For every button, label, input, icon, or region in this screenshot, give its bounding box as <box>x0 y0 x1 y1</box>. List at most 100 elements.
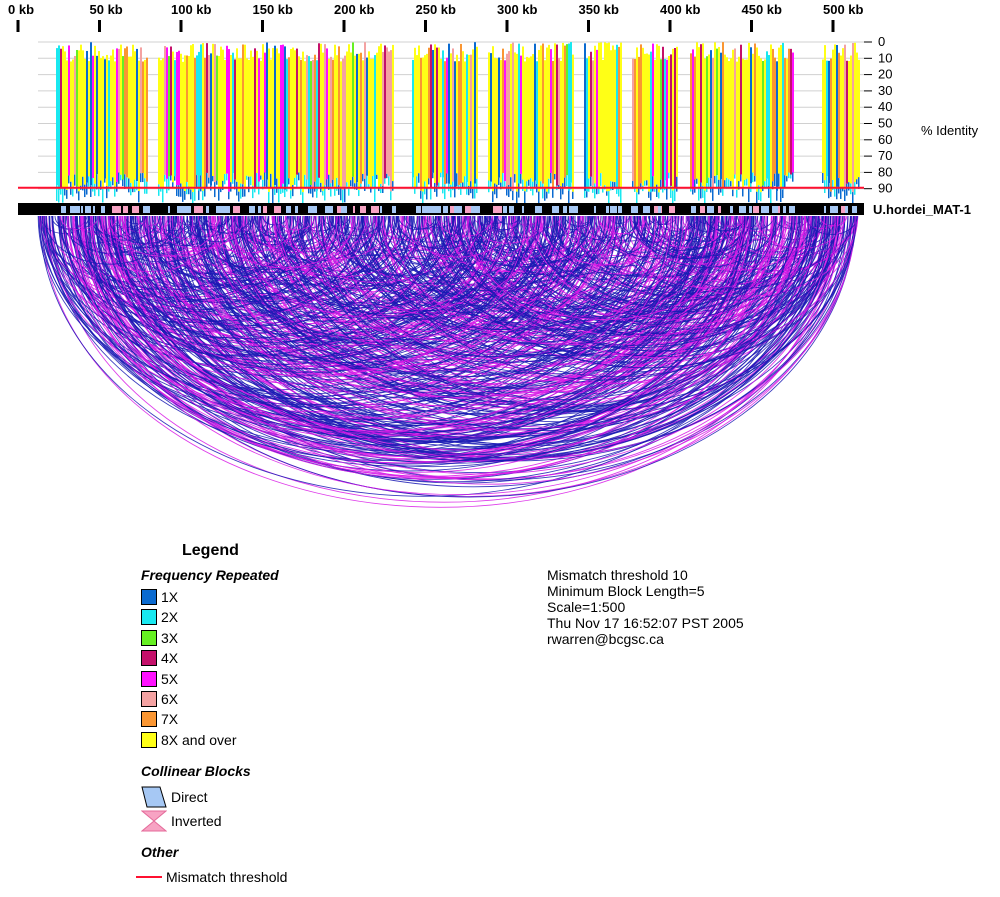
repeat-trace <box>780 188 782 203</box>
repeat-trace <box>504 181 506 187</box>
repeat-bar <box>192 44 194 193</box>
repeat-arc <box>434 215 617 283</box>
repeat-arc <box>60 215 164 254</box>
repeat-bar <box>532 54 534 182</box>
repeat-bar <box>538 49 540 192</box>
repeat-arc <box>85 215 506 369</box>
repeat-bar <box>772 48 774 182</box>
repeat-trace <box>472 188 474 199</box>
repeat-bar <box>340 61 342 187</box>
repeat-arc <box>489 215 615 262</box>
repeat-trace <box>172 182 174 188</box>
repeat-bar <box>664 59 666 181</box>
repeat-bar <box>278 53 280 189</box>
collinear-block <box>70 206 74 213</box>
repeat-trace <box>756 191 758 205</box>
repeat-bar <box>250 50 252 177</box>
repeat-trace <box>128 178 130 193</box>
repeat-trace <box>334 188 336 196</box>
repeat-trace <box>316 190 318 198</box>
repeat-trace <box>420 190 422 199</box>
repeat-bar <box>58 45 60 191</box>
repeat-arc <box>213 215 356 269</box>
repeat-arc <box>458 215 816 347</box>
repeat-bar <box>348 44 350 189</box>
repeat-bar <box>726 57 728 178</box>
repeat-arc <box>396 215 488 250</box>
repeat-bar <box>388 51 390 177</box>
repeat-trace <box>656 184 658 198</box>
repeat-bar <box>836 45 838 187</box>
repeat-bar <box>712 57 714 189</box>
repeat-trace <box>494 183 496 195</box>
repeat-trace <box>298 172 300 181</box>
repeat-bar <box>518 43 520 184</box>
repeat-trace <box>84 184 86 198</box>
collinear-block <box>772 206 778 213</box>
repeat-trace <box>616 189 618 194</box>
repeat-trace <box>784 175 786 188</box>
repeat-bar <box>616 44 618 190</box>
legend-frequency-item: 4X <box>141 649 178 667</box>
repeat-trace <box>192 192 194 206</box>
repeat-bar <box>750 47 752 184</box>
repeat-bar <box>310 61 312 185</box>
repeat-arc <box>221 215 741 406</box>
repeat-trace <box>94 183 96 196</box>
repeat-bar <box>144 59 146 179</box>
repeat-bar <box>784 57 786 176</box>
repeat-trace <box>242 184 244 197</box>
repeat-trace <box>670 185 672 198</box>
repeat-bar <box>546 47 548 192</box>
repeat-bar <box>420 57 422 191</box>
repeat-arc <box>611 215 810 289</box>
repeat-bar <box>316 60 318 191</box>
repeat-trace <box>572 191 574 199</box>
collinear-section-title: Collinear Blocks <box>141 763 251 779</box>
repeat-trace <box>256 173 258 189</box>
repeat-arc <box>321 215 774 381</box>
repeat-arc <box>197 215 300 253</box>
repeat-trace <box>366 175 368 189</box>
repeat-trace <box>318 177 320 189</box>
identity-tick-label: 70 <box>878 148 892 163</box>
repeat-arc <box>231 215 510 318</box>
repeat-trace <box>744 179 746 186</box>
repeat-bar <box>158 57 160 185</box>
repeat-arc <box>537 215 673 266</box>
legend-frequency-item: 7X <box>141 710 178 728</box>
repeat-bar <box>570 42 572 183</box>
collinear-block <box>610 206 617 213</box>
repeat-trace <box>850 183 852 195</box>
repeat-arc <box>84 215 698 440</box>
repeat-bar <box>552 60 554 188</box>
repeat-arc <box>240 215 487 306</box>
repeat-bar <box>98 51 100 189</box>
repeat-trace <box>502 172 504 188</box>
repeat-bar <box>782 42 784 190</box>
repeat-bar <box>132 44 134 188</box>
repeat-trace <box>96 174 98 190</box>
repeat-trace <box>368 184 370 189</box>
repeat-trace <box>436 185 438 197</box>
repeat-bar <box>280 44 282 189</box>
repeat-trace <box>110 181 112 190</box>
ruler-label: 350 kb <box>579 2 620 17</box>
repeat-bar <box>780 45 782 189</box>
repeat-bar <box>62 46 64 189</box>
repeat-trace <box>100 180 102 190</box>
repeat-trace <box>428 178 430 185</box>
repeat-trace <box>254 187 256 193</box>
repeat-bar <box>186 55 188 182</box>
repeat-bar <box>558 58 560 185</box>
repeat-bar <box>572 54 574 192</box>
repeat-trace <box>336 177 338 191</box>
repeat-bar <box>254 48 256 188</box>
repeat-trace <box>658 192 660 199</box>
repeat-bar <box>390 50 392 192</box>
collinear-block <box>123 206 128 213</box>
repeat-arc <box>124 215 493 351</box>
repeat-trace <box>646 180 648 186</box>
repeat-bar <box>590 51 592 177</box>
collinear-block <box>535 206 542 213</box>
